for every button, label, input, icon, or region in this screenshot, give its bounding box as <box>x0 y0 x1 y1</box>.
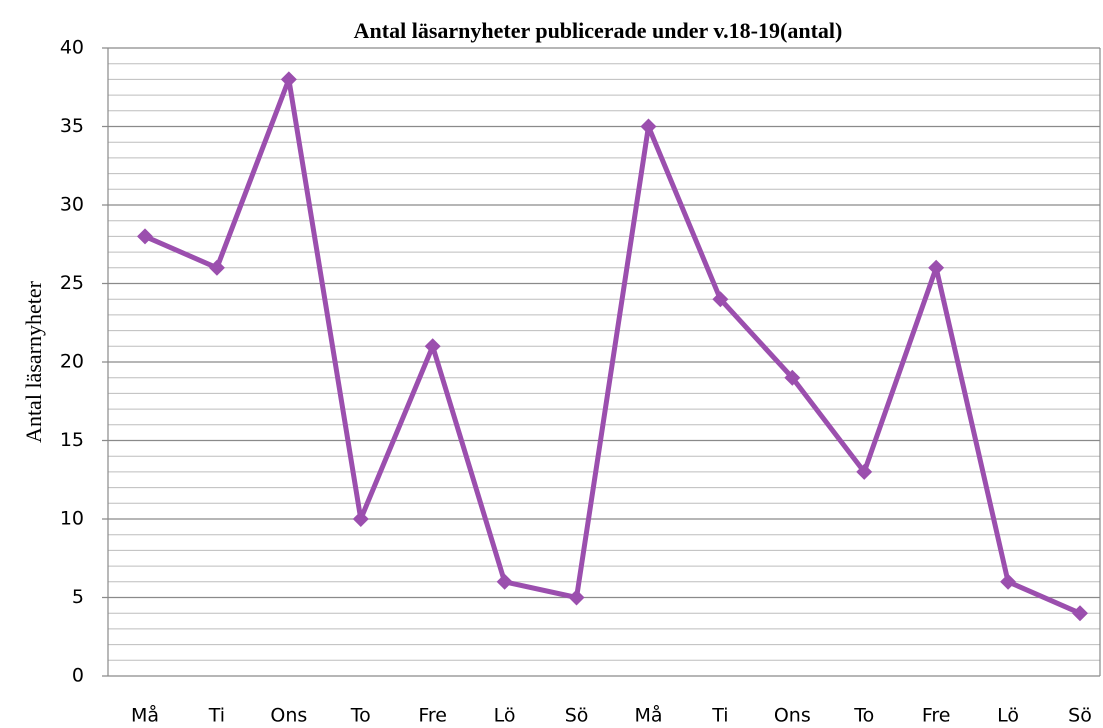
marker <box>856 463 873 480</box>
marker <box>208 259 225 276</box>
marker <box>568 589 585 606</box>
y-tick-label: 40 <box>60 37 84 59</box>
x-tick-label: Lö <box>997 705 1019 727</box>
y-tick-label: 30 <box>60 194 84 216</box>
x-tick-label: Fre <box>922 705 951 727</box>
y-axis-label: Antal läsarnyheter <box>21 280 46 443</box>
chart-title: Antal läsarnyheter publicerade under v.1… <box>354 18 843 43</box>
marker <box>280 71 297 88</box>
marker <box>1072 605 1088 622</box>
marker <box>137 228 153 245</box>
line <box>143 76 1082 616</box>
marker <box>496 573 513 590</box>
y-tick-label: 35 <box>60 115 84 137</box>
x-tick-label: Ti <box>711 705 728 727</box>
x-tick-label: Lö <box>494 705 516 727</box>
marker <box>928 259 945 276</box>
y-tick-label: 15 <box>60 429 84 451</box>
y-tick-label: 20 <box>60 351 84 373</box>
marker <box>352 511 369 527</box>
x-tick-label: To <box>853 705 874 727</box>
x-tick-label: To <box>350 705 371 727</box>
x-tick-label: Ons <box>270 705 307 727</box>
y-tick-label: 10 <box>60 508 84 530</box>
marker <box>424 338 441 355</box>
y-tick-label: 0 <box>72 665 84 687</box>
marker <box>1000 573 1017 590</box>
marker <box>712 291 729 308</box>
x-tick-label: Fre <box>418 705 447 727</box>
x-tick-label: Ti <box>208 705 225 727</box>
x-tick-label: Må <box>634 704 662 727</box>
x-tick-label: Sö <box>1068 705 1092 727</box>
x-tick-label: Ons <box>774 705 811 727</box>
x-tick-label: Sö <box>565 705 589 727</box>
marker <box>784 369 801 386</box>
x-tick-label: Må <box>131 704 159 727</box>
y-tick-label: 5 <box>72 586 84 608</box>
y-tick-label: 25 <box>60 272 84 294</box>
marker <box>640 118 657 135</box>
